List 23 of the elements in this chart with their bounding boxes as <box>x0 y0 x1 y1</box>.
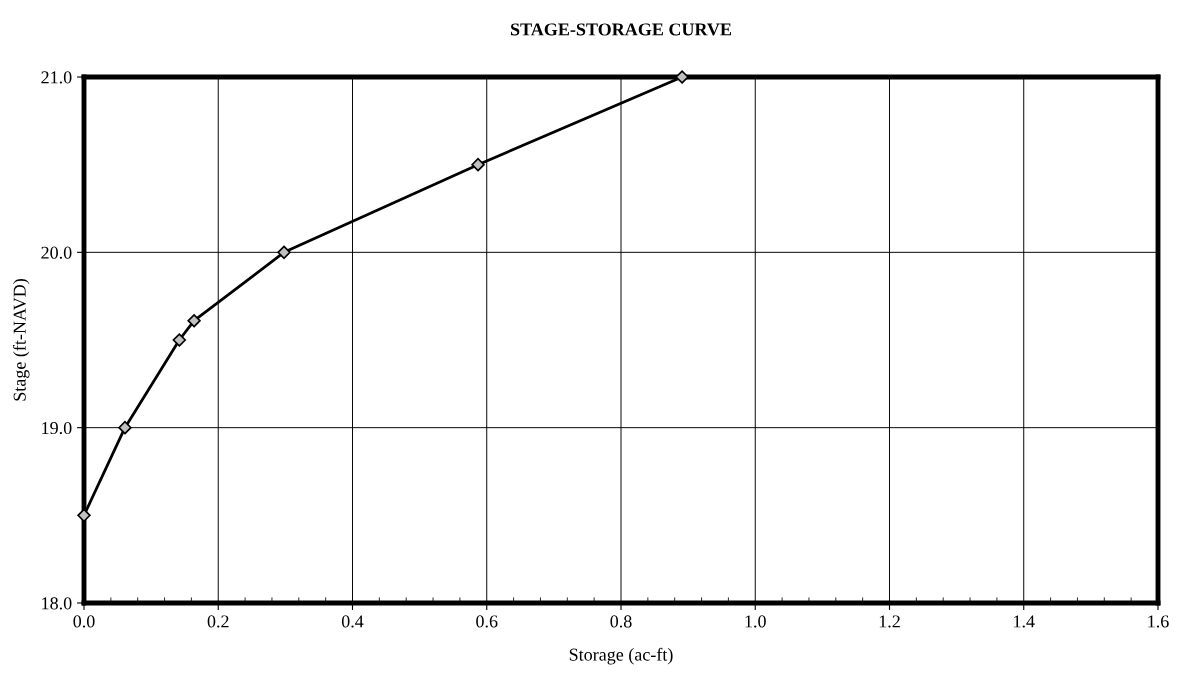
point <box>118 420 132 435</box>
point <box>172 333 187 347</box>
x-tick-label: 1.6 <box>1148 615 1169 628</box>
x-axis-title: Storage (ac-ft) <box>569 647 673 665</box>
y-tick-label: 19.0 <box>42 421 72 435</box>
point <box>277 245 291 260</box>
y-tick-label: 18.0 <box>42 597 72 610</box>
y-tick-label: 20.0 <box>41 246 72 259</box>
y-tick-label: 21.0 <box>41 71 72 84</box>
x-tick-label: 1.2 <box>879 615 900 628</box>
x-tick-label: 0.8 <box>610 615 632 628</box>
point <box>471 157 485 172</box>
x-tick-label: 0.6 <box>476 615 498 628</box>
x-tick-label: 1.4 <box>1014 615 1035 628</box>
chart-title: STAGE-STORAGE CURVE <box>510 23 732 36</box>
x-tick-label: 1.0 <box>745 615 766 628</box>
y-axis-title: Stage (ft-NAVD) <box>12 279 30 401</box>
point <box>77 508 91 523</box>
point <box>675 70 689 84</box>
point <box>187 313 201 328</box>
x-tick-label: 0.4 <box>341 615 364 628</box>
x-tick-label: 0.2 <box>207 615 229 628</box>
x-tick-label: 0.0 <box>73 615 95 628</box>
